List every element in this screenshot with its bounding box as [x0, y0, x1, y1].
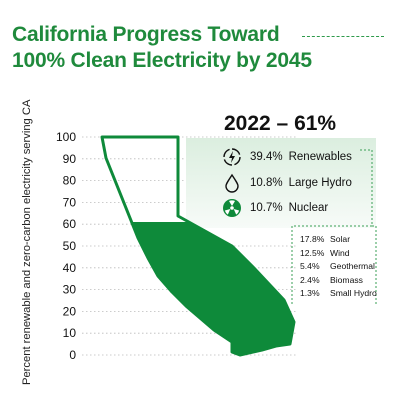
- title-line-1: California Progress Toward: [12, 23, 280, 46]
- y-tick-label: 50: [63, 239, 77, 253]
- title-line-2: 100% Clean Electricity by 2045: [12, 49, 312, 72]
- legend-large-hydro-label: Large Hydro: [288, 177, 352, 189]
- legend-nuclear-label: Nuclear: [288, 202, 329, 214]
- breakdown-solar: 17.8% Solar: [300, 234, 351, 244]
- renewables-breakdown: 17.8% Solar 12.5% Wind 5.4% Geothermal 2.4%…: [300, 233, 377, 301]
- breakdown-small-hydro: 1.3% Small Hydro: [300, 288, 377, 298]
- headline-2022: 2022 – 61%: [224, 112, 337, 135]
- y-tick-label: 80: [63, 174, 77, 188]
- y-axis-label: Percent renewable and zero-carbon electr…: [21, 99, 33, 385]
- breakdown-geothermal: 5.4% Geothermal: [300, 261, 375, 271]
- water-drop-icon: [225, 173, 239, 193]
- y-tick-label: 0: [69, 348, 76, 362]
- breakdown-bracket-right: [372, 225, 377, 304]
- breakdown-biomass: 2.4% Biomass: [300, 274, 363, 285]
- legend-renewables: 39.4% Renewables: [222, 147, 352, 167]
- y-tick-label: 100: [56, 130, 76, 144]
- legend-panel: [186, 138, 376, 228]
- legend-renewables-label: Renewables: [288, 151, 352, 163]
- california-fill-61-percent: [131, 222, 294, 355]
- legend-large-hydro-pct: 10.8%: [250, 177, 283, 189]
- y-tick-label: 20: [63, 304, 77, 318]
- y-tick-label: 40: [63, 261, 77, 275]
- title-divider: [302, 36, 384, 37]
- legend-renewables-pct: 39.4%: [250, 151, 283, 163]
- radiation-icon: [223, 199, 241, 217]
- legend-nuclear: 10.7% Nuclear: [222, 198, 328, 218]
- y-tick-label: 70: [63, 195, 77, 209]
- y-tick-label: 90: [63, 152, 77, 166]
- breakdown-wind: 12.5% Wind: [300, 247, 350, 258]
- y-tick-label: 30: [63, 283, 77, 297]
- lightning-icon: [223, 148, 241, 166]
- y-tick-label: 60: [63, 217, 77, 231]
- y-tick-label: 10: [63, 326, 77, 340]
- chart-title: California Progress Toward 100% Clean El…: [12, 22, 312, 74]
- legend-nuclear-pct: 10.7%: [250, 202, 283, 214]
- legend-large-hydro: 10.8% Large Hydro: [222, 173, 352, 193]
